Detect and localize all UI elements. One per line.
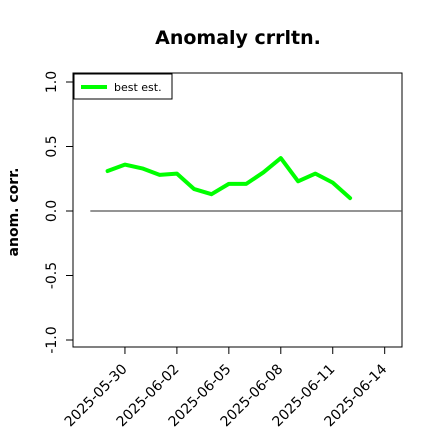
x-axis: 2025-05-302025-06-022025-06-052025-06-08… — [62, 347, 390, 430]
legend-entry-label: best est. — [114, 81, 162, 94]
plot-frame — [72, 72, 403, 348]
y-tick-label: 0.5 — [44, 135, 60, 157]
series-layer — [105, 156, 353, 201]
y-tick-label: 1.0 — [44, 71, 60, 93]
y-tick-label: -1.0 — [44, 326, 60, 353]
legend: best est. — [73, 73, 173, 100]
series-line — [105, 156, 353, 201]
y-axis: -1.0 -0.5 0.0 0.5 1.0 — [44, 71, 73, 354]
y-tick-label: 0.0 — [44, 200, 60, 222]
y-tick-label: -0.5 — [44, 262, 60, 289]
y-axis-label: anom. corr. — [6, 168, 22, 257]
chart-title: Anomaly crrltn. — [155, 27, 321, 49]
